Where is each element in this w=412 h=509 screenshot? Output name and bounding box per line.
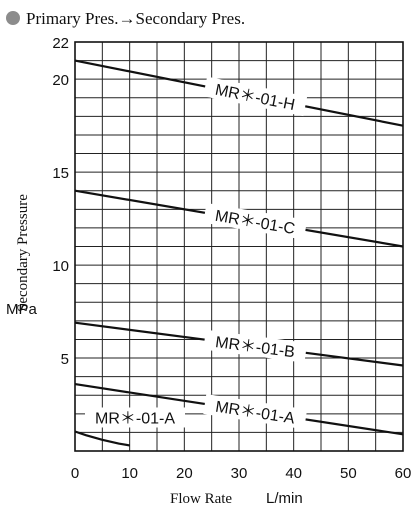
tick-labels: 0 10 20 30 40 50 60 5 10 15 20 22 bbox=[52, 35, 411, 482]
y-tick-label: 5 bbox=[61, 351, 69, 368]
y-tick-label: 10 bbox=[52, 258, 69, 275]
series-label: MR＊-01-A bbox=[95, 410, 175, 427]
series-label-backdrop bbox=[203, 394, 308, 430]
x-tick-label: 50 bbox=[340, 465, 357, 482]
x-tick-label: 40 bbox=[285, 465, 302, 482]
series-label-backdrop bbox=[203, 329, 308, 363]
x-tick-label: 60 bbox=[395, 465, 412, 482]
chart-title: Primary Pres.→Secondary Pres. bbox=[26, 9, 245, 28]
x-axis-unit: L/min bbox=[266, 490, 303, 507]
y-tick-label: 15 bbox=[52, 165, 69, 182]
y-tick-label: 20 bbox=[52, 72, 69, 89]
series-line bbox=[74, 430, 130, 447]
grid bbox=[75, 42, 403, 451]
x-tick-label: 0 bbox=[71, 465, 79, 482]
chart-header: Primary Pres.→Secondary Pres. bbox=[6, 9, 245, 28]
series-label-group: MR＊-01-A bbox=[203, 394, 308, 430]
y-axis-label: Secondary Pressure bbox=[15, 194, 31, 312]
x-axis-label: Flow Rate bbox=[170, 491, 232, 507]
series-label-group: MR＊-01-A bbox=[85, 407, 185, 428]
title-bullet-icon bbox=[6, 11, 20, 25]
series-label: MR＊-01-B bbox=[214, 334, 296, 361]
series-labels: MR＊-01-H MR＊-01-C MR＊-01-B MR＊-01-A MR＊-01-A bbox=[85, 76, 308, 430]
series-label-backdrop bbox=[203, 202, 308, 240]
series-label-group: MR＊-01-C bbox=[203, 202, 308, 240]
y-tick-label: 22 bbox=[52, 35, 69, 52]
series-label-group: MR＊-01-H bbox=[203, 76, 308, 117]
x-tick-label: 30 bbox=[231, 465, 248, 482]
series-label-backdrop bbox=[203, 76, 308, 117]
series-label-backdrop bbox=[85, 407, 185, 428]
y-axis-unit: MPa bbox=[6, 301, 38, 318]
x-tick-label: 10 bbox=[121, 465, 138, 482]
x-tick-label: 20 bbox=[176, 465, 193, 482]
